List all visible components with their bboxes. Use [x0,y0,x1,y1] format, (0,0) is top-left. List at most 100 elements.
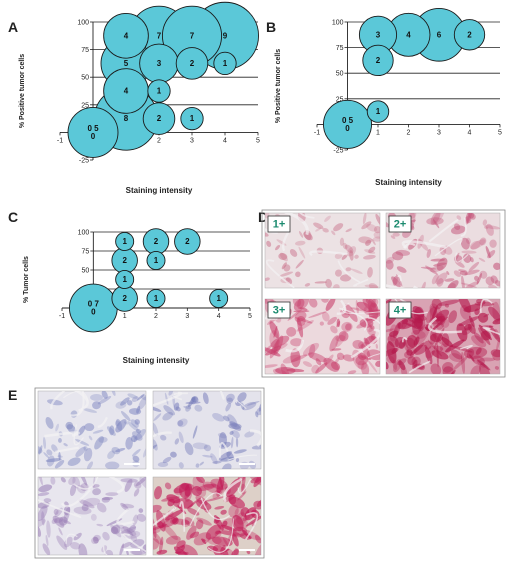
bubble-label-a: 2 [190,59,195,68]
bubble-a [147,79,171,103]
y-tick-label-b: 25 [336,96,344,103]
x-tick-label-b: 2 [407,129,411,136]
bubble-label-c: 0 7 [88,300,100,309]
bubble-c [209,289,229,308]
bubble-label-c: 1 [154,294,159,303]
y-tick-label-a: 50 [81,75,89,82]
y-tick-label-c: 100 [78,230,90,237]
x-tick-label-a: 5 [256,137,260,144]
panel-letter-d: D [258,209,268,225]
y-tick-label-a: 75 [81,47,89,54]
micrograph-texture [153,477,261,555]
micrograph-d-3plus: 3+ [264,298,381,375]
bubble-label-c: 1 [216,294,221,303]
scale-bar [124,549,140,551]
y-tick-label-b: 75 [336,45,344,52]
bubble-label-a: 1 [190,114,195,123]
bubble-c [115,270,135,289]
panel-e-micrographs [34,387,265,559]
y-axis-title-c: % Tumor cells [23,256,30,303]
scale-bar [239,549,255,551]
x-tick-label-c: 5 [248,313,252,320]
x-tick-label-c: 1 [123,313,127,320]
bubble-label-c: 1 [122,275,127,284]
x-tick-label-c: 2 [154,313,158,320]
scale-bar [239,463,255,465]
micrograph-e-top-left [37,390,147,470]
x-tick-label-c: 3 [185,313,189,320]
bubble-chart-a: -250255075100-101234598770 50544322111% … [19,1,260,195]
grade-label: 4+ [394,305,407,317]
y-tick-label-c: 50 [82,268,90,275]
bubble-label-b: 2 [467,30,472,39]
scale-bar [124,463,140,465]
bubble-label-c: 2 [185,237,190,246]
bubble-a [175,47,209,80]
x-tick-label-c: -1 [59,313,65,320]
bubble-b [366,100,390,123]
bubble-label-a: 2 [157,114,162,123]
micrograph-texture [153,391,261,469]
y-tick-label-b: -25 [333,148,343,155]
bubble-label-a: 0 5 [87,124,99,133]
bubble-a [213,51,237,76]
panel-letter-a: A [8,19,18,35]
bubble-c [174,228,201,255]
x-tick-label-a: 3 [190,137,194,144]
x-axis-title-a: Staining intensity [126,186,193,195]
bubble-label-c: 2 [154,237,159,246]
bubble-a [142,102,176,135]
bubble-label-a: 0 [91,132,96,141]
bubble-label-a: 1 [223,59,228,68]
y-axis-title-b: % Positive tumor cells [275,49,282,123]
bubble-b [453,19,486,51]
bubble-a [103,12,149,59]
micrograph-e-bottom-right [152,476,262,556]
y-tick-label-b: 50 [336,71,344,78]
micrograph-d-4plus: 4+ [385,298,501,375]
y-tick-label-a: 100 [77,20,89,27]
bubble-c [115,232,135,251]
bubble-label-c: 0 [91,308,96,317]
bubble-c [146,289,166,308]
grade-label-box [388,215,412,233]
bubble-label-a: 7 [190,31,195,40]
bubble-label-b: 2 [376,56,381,65]
y-tick-label-a: 25 [81,102,89,109]
micrograph-texture [265,299,380,374]
bubble-label-a: 4 [124,31,129,40]
x-tick-label-b: 4 [468,129,472,136]
bubble-label-a: 5 [124,59,129,68]
bubble-a [67,106,119,158]
panel-letter-e: E [8,387,17,403]
micrograph-d-1plus: 1+ [264,212,381,289]
bubble-label-a: 3 [157,59,162,68]
grade-label: 1+ [273,219,286,231]
bubble-label-b: 3 [376,30,381,39]
panel-d-micrographs: 1+ 2+ 3+ 4+ [261,209,506,378]
bubble-b [362,44,394,77]
y-tick-label-c: 75 [82,249,90,256]
x-tick-label-b: 5 [498,129,502,136]
grade-label-box [388,301,412,319]
panel-letter-b: B [266,19,276,35]
grade-label-box [267,215,291,233]
bubble-label-b: 6 [437,30,442,39]
micrograph-background [37,390,147,470]
grade-label: 3+ [273,305,286,317]
bubble-label-b: 0 [345,124,350,133]
x-tick-label-a: 2 [157,137,161,144]
y-tick-label-a: -25 [79,158,89,165]
y-tick-label-b: 100 [332,20,344,27]
x-axis-title-b: Staining intensity [375,178,442,187]
x-tick-label-b: 1 [376,129,380,136]
micrograph-texture [38,391,146,469]
micrograph-e-top-right [152,390,262,470]
micrograph-texture [38,477,146,555]
x-axis-title-c: Staining intensity [123,356,190,365]
x-tick-label-a: -1 [57,137,63,144]
bubble-c [146,251,166,270]
